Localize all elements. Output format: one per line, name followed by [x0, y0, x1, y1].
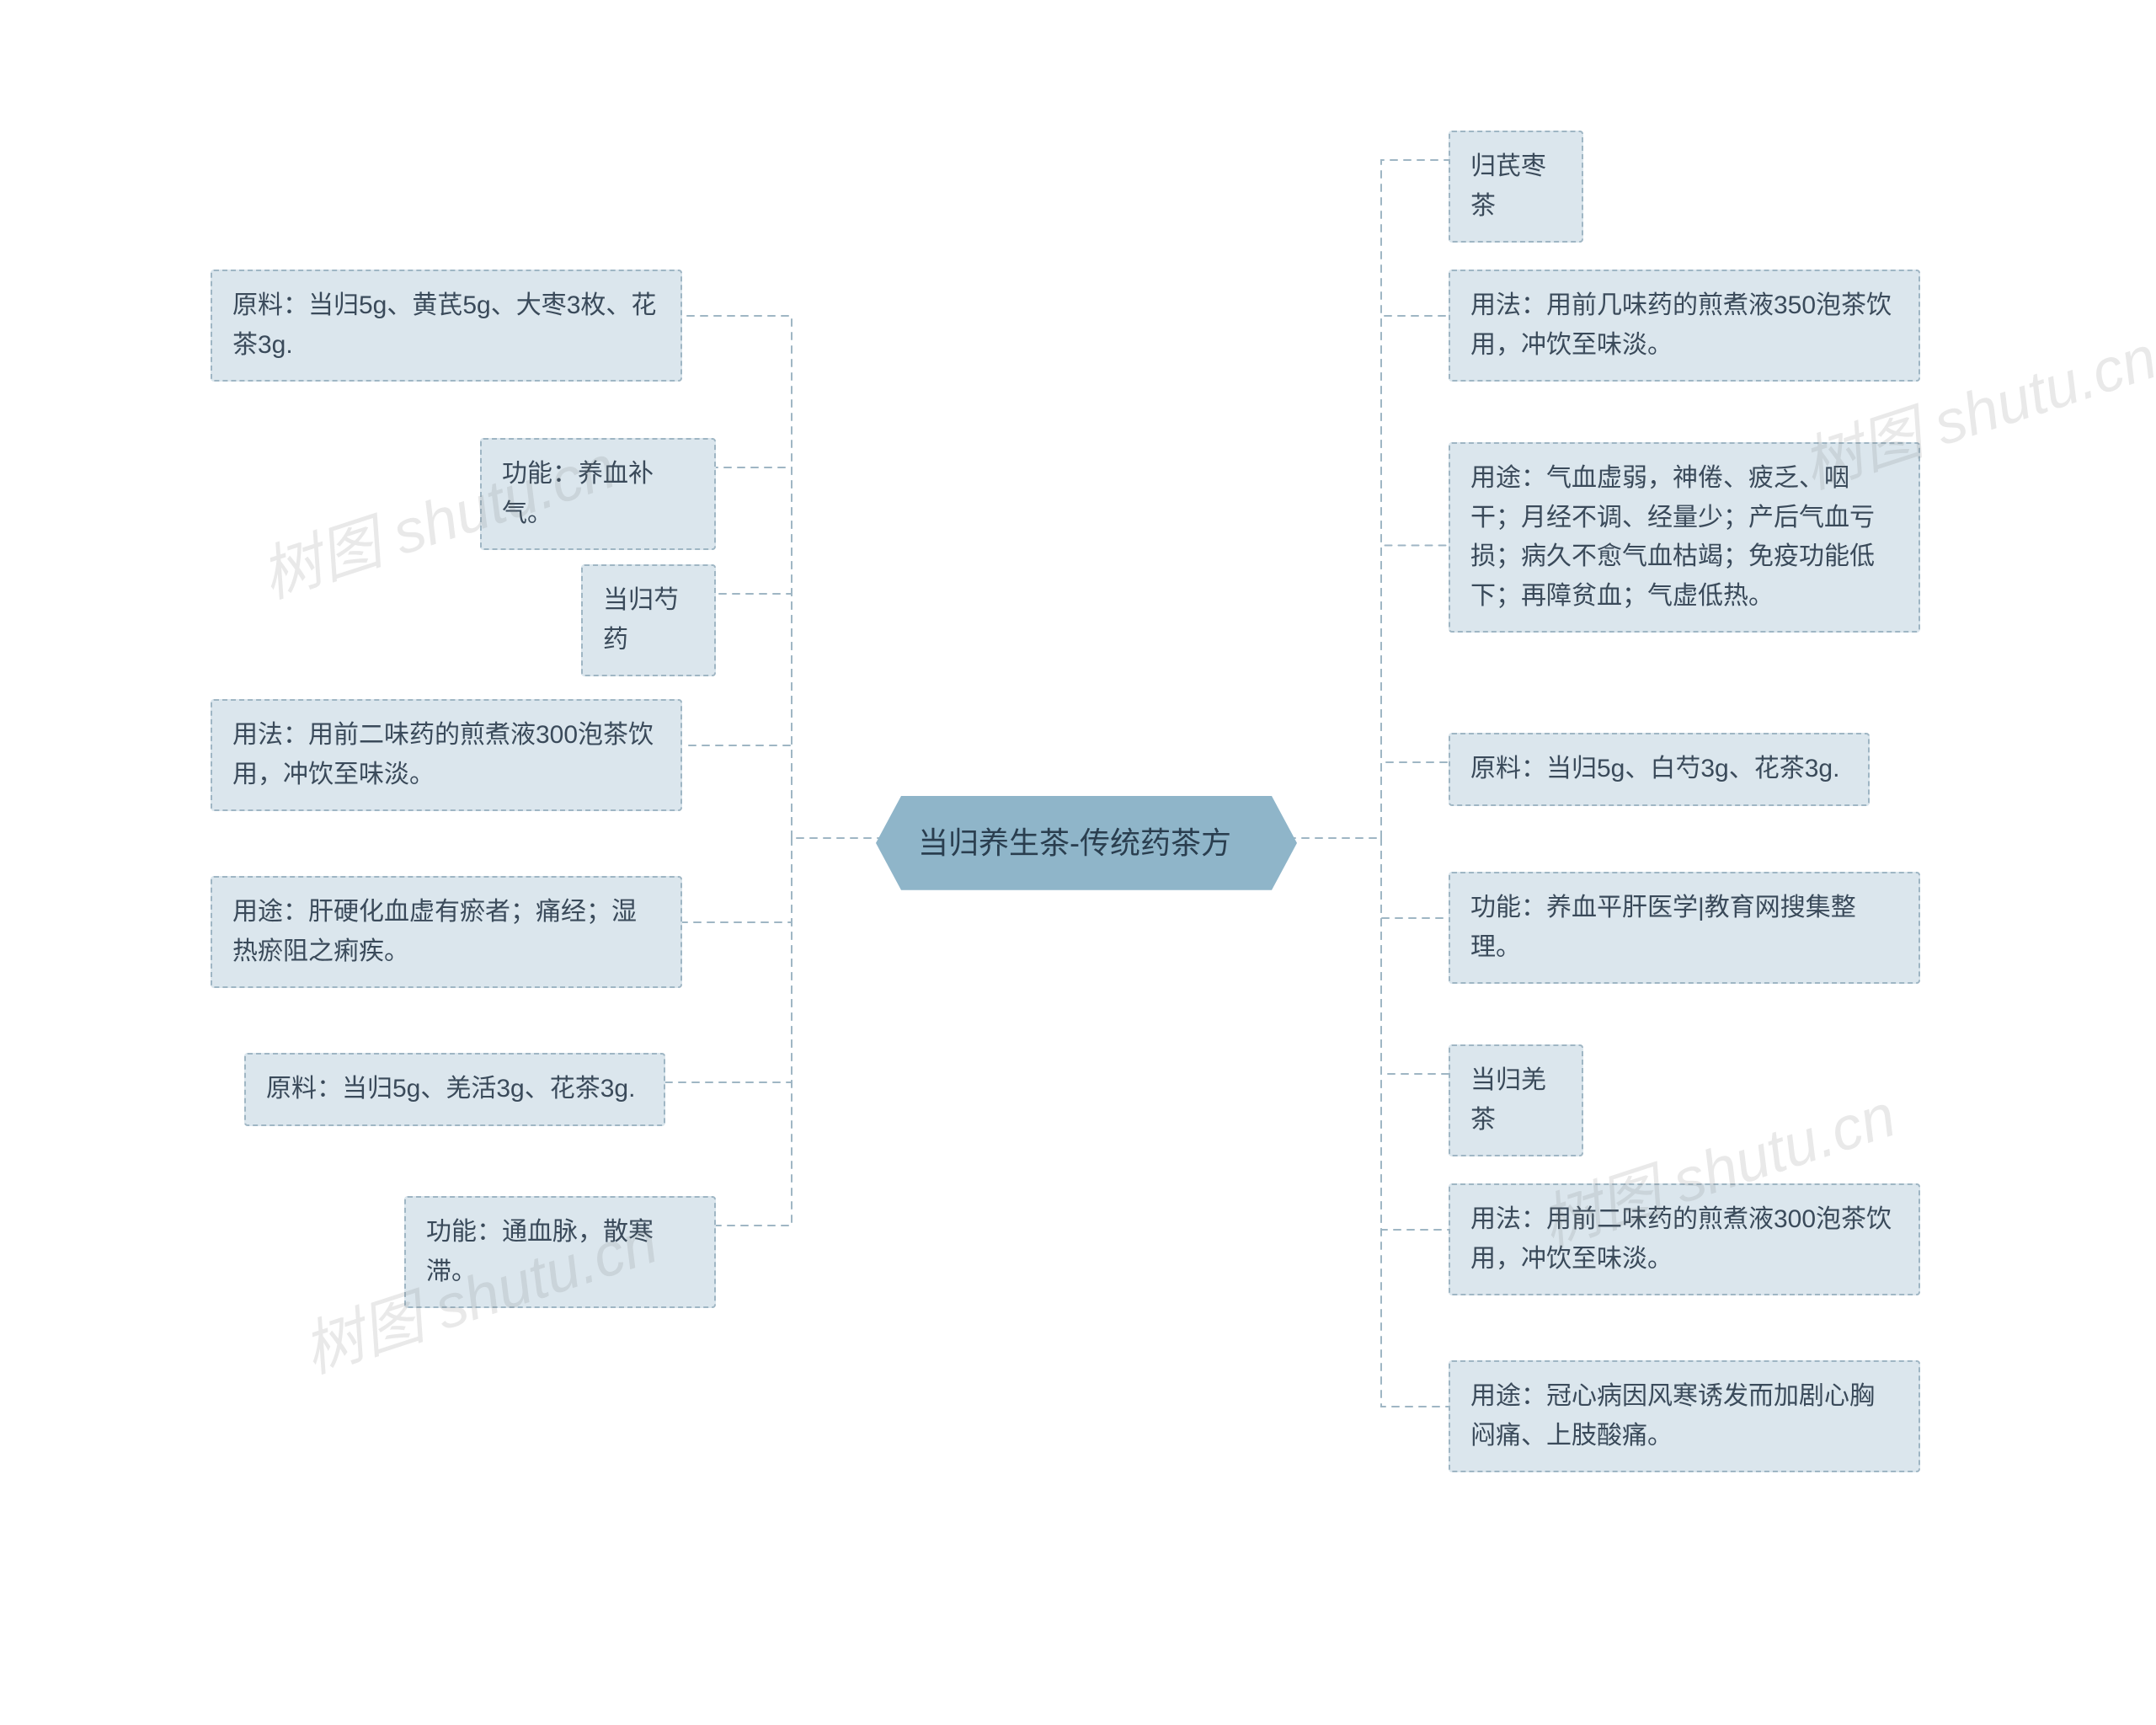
left-node-6[interactable]: 功能：通血脉，散寒滞。: [404, 1196, 716, 1308]
left-node-3[interactable]: 用法：用前二味药的煎煮液300泡茶饮用，冲饮至味淡。: [211, 699, 682, 811]
right-node-3[interactable]: 原料：当归5g、白芍3g、花茶3g.: [1449, 733, 1870, 806]
center-node[interactable]: 当归养生茶-传统药茶方: [876, 796, 1297, 890]
right-node-7[interactable]: 用途：冠心病因风寒诱发而加剧心胸闷痛、上肢酸痛。: [1449, 1360, 1920, 1472]
left-node-4[interactable]: 用途：肝硬化血虚有瘀者；痛经；湿热瘀阻之痢疾。: [211, 876, 682, 988]
left-node-2[interactable]: 当归芍药: [581, 564, 716, 676]
right-node-2[interactable]: 用途：气血虚弱，神倦、疲乏、咽干；月经不调、经量少；产后气血亏损；病久不愈气血枯…: [1449, 442, 1920, 633]
left-node-0[interactable]: 原料：当归5g、黄芪5g、大枣3枚、花茶3g.: [211, 270, 682, 382]
left-node-1[interactable]: 功能：养血补气。: [480, 438, 716, 550]
right-node-0[interactable]: 归芪枣茶: [1449, 131, 1583, 243]
right-node-1[interactable]: 用法：用前几味药的煎煮液350泡茶饮用，冲饮至味淡。: [1449, 270, 1920, 382]
right-node-6[interactable]: 用法：用前二味药的煎煮液300泡茶饮用，冲饮至味淡。: [1449, 1183, 1920, 1295]
right-node-4[interactable]: 功能：养血平肝医学|教育网搜集整理。: [1449, 872, 1920, 984]
right-node-5[interactable]: 当归羌茶: [1449, 1044, 1583, 1156]
left-node-5[interactable]: 原料：当归5g、羌活3g、花茶3g.: [244, 1053, 665, 1126]
